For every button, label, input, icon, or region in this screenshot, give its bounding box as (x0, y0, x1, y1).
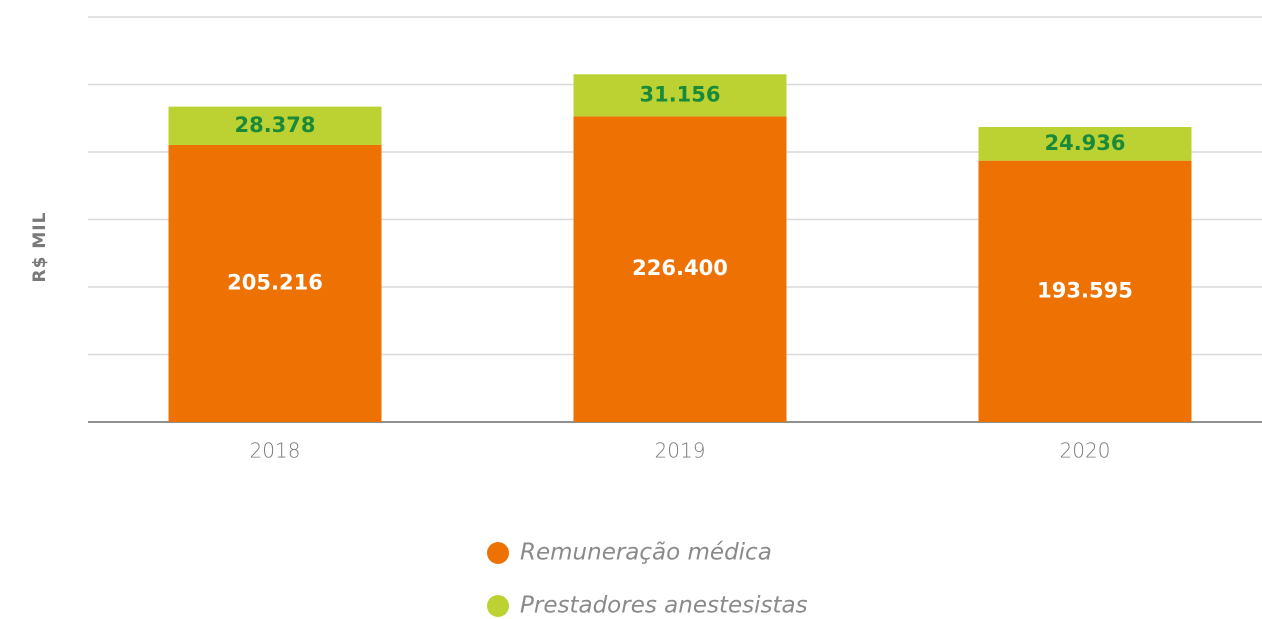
data-label: 31.156 (639, 82, 720, 106)
x-tick-label: 2020 (1060, 439, 1111, 463)
bar-segment (978, 160, 1192, 423)
bar-segment (978, 126, 1192, 161)
legend-marker (487, 595, 509, 617)
bar-segment (168, 106, 382, 145)
data-label: 193.595 (1037, 278, 1133, 302)
bar-segment (168, 144, 382, 422)
data-label: 205.216 (227, 270, 323, 294)
legend-label: Remuneração médica (520, 540, 772, 566)
x-tick-label: 2019 (655, 439, 706, 463)
legend-label: Prestadores anestesistas (520, 593, 808, 619)
data-label: 226.400 (632, 256, 728, 280)
bar-segment (573, 74, 787, 117)
legend-marker (487, 542, 509, 564)
data-label: 28.378 (234, 113, 315, 137)
data-label: 24.936 (1044, 131, 1125, 155)
bar-segment (573, 116, 787, 423)
y-axis-label: R$ MIL (30, 212, 50, 283)
x-tick-label: 2018 (250, 439, 301, 463)
